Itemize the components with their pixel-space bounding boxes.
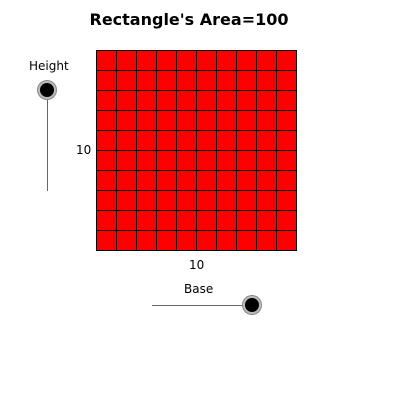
base-value-label: 10 [189, 258, 205, 272]
base-slider-handle[interactable] [245, 298, 259, 312]
height-value-label: 10 [76, 143, 92, 157]
base-slider-label: Base [184, 282, 214, 296]
height-slider-track[interactable] [47, 91, 48, 191]
base-slider-track[interactable] [152, 305, 252, 306]
area-title: Rectangle's Area=100 [89, 10, 289, 29]
height-slider-handle[interactable] [40, 83, 54, 97]
height-slider-label: Height [29, 59, 69, 73]
grid-svg [96, 50, 297, 251]
rectangle-grid [96, 50, 297, 251]
